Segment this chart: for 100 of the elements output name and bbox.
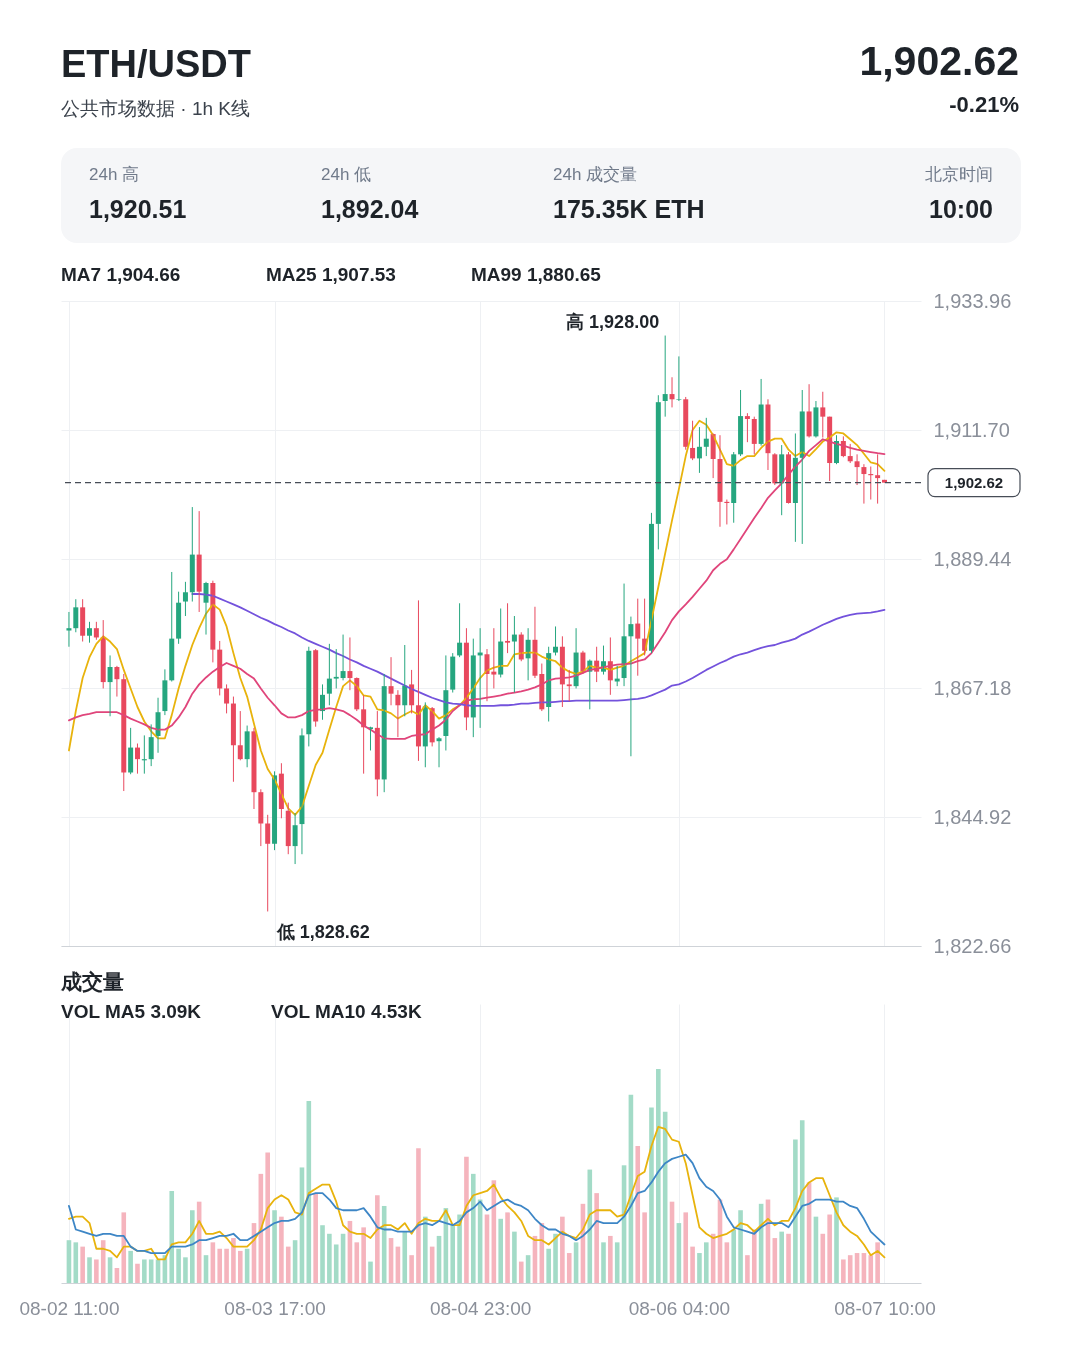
bar bbox=[80, 1246, 85, 1283]
y-tick-label: 1,911.70 bbox=[933, 418, 1010, 441]
bar bbox=[635, 1146, 641, 1283]
bar bbox=[738, 1210, 743, 1283]
bar bbox=[594, 1193, 599, 1283]
bar bbox=[87, 1257, 92, 1283]
bar bbox=[217, 1248, 223, 1283]
bar bbox=[313, 1193, 318, 1283]
annotation: 高 1,928.00 bbox=[566, 311, 660, 332]
bar bbox=[546, 1248, 551, 1283]
bar bbox=[368, 1261, 373, 1283]
bar bbox=[875, 1242, 880, 1283]
text: 北京时间 bbox=[925, 165, 993, 184]
bar bbox=[649, 1107, 654, 1283]
bar bbox=[820, 1233, 826, 1283]
x-tick-label: 08-07 10:00 bbox=[834, 1297, 936, 1319]
bar bbox=[642, 1212, 647, 1283]
bar bbox=[190, 1210, 195, 1283]
bar bbox=[121, 1212, 127, 1283]
bar bbox=[587, 1169, 593, 1283]
bar bbox=[423, 1216, 428, 1283]
bar bbox=[553, 1233, 558, 1283]
bar bbox=[237, 1250, 243, 1283]
text: 1,892.04 bbox=[321, 195, 419, 223]
text: -0.21% bbox=[949, 92, 1019, 117]
bar bbox=[354, 1242, 360, 1283]
bar bbox=[450, 1225, 456, 1283]
bar bbox=[703, 1242, 709, 1283]
text: 公共市场数据 · 1h K线 bbox=[61, 98, 250, 119]
bar bbox=[176, 1248, 181, 1283]
x-tick-label: 08-02 11:00 bbox=[19, 1297, 120, 1319]
text: 175.35K ETH bbox=[553, 195, 705, 223]
y-tick-label: 1,822.66 bbox=[933, 934, 1012, 957]
bar bbox=[697, 1253, 702, 1283]
bar bbox=[128, 1250, 133, 1283]
text: 24h 低 bbox=[321, 165, 372, 184]
y-tick-label: 1,867.18 bbox=[933, 676, 1012, 699]
chart-title: 成交量 bbox=[60, 970, 124, 993]
bar bbox=[779, 1231, 784, 1283]
bar bbox=[505, 1212, 510, 1283]
bar bbox=[320, 1225, 325, 1283]
x-tick-label: 08-06 04:00 bbox=[628, 1297, 731, 1319]
bar bbox=[183, 1257, 188, 1283]
bar bbox=[601, 1242, 606, 1283]
bar bbox=[560, 1216, 565, 1283]
bar bbox=[793, 1139, 798, 1283]
bar bbox=[285, 1246, 291, 1283]
bar bbox=[731, 1229, 737, 1283]
bar bbox=[464, 1156, 469, 1283]
x-tick-label: 08-03 17:00 bbox=[224, 1297, 326, 1319]
text: 1,902.62 bbox=[859, 38, 1019, 84]
y-tick-label: 1,933.96 bbox=[933, 289, 1012, 312]
bar bbox=[361, 1227, 366, 1283]
bar bbox=[224, 1248, 229, 1283]
bar bbox=[745, 1255, 750, 1283]
candlestick bbox=[676, 355, 682, 402]
bar bbox=[827, 1214, 832, 1283]
bar bbox=[656, 1069, 661, 1283]
bar bbox=[470, 1173, 476, 1283]
text: 1,920.51 bbox=[89, 195, 187, 223]
bar bbox=[683, 1212, 689, 1283]
bar bbox=[135, 1263, 140, 1283]
bar bbox=[142, 1259, 147, 1283]
bar bbox=[169, 1190, 175, 1283]
bar bbox=[94, 1259, 99, 1283]
text: MA7 1,904.66 bbox=[61, 264, 181, 285]
bar bbox=[608, 1235, 613, 1283]
bar bbox=[690, 1246, 695, 1283]
bar bbox=[751, 1229, 757, 1283]
bar bbox=[457, 1214, 462, 1283]
bar bbox=[375, 1195, 380, 1283]
line-series bbox=[68, 438, 886, 740]
bar bbox=[498, 1218, 503, 1283]
y-tick-label: 1,844.92 bbox=[933, 805, 1012, 828]
bar bbox=[333, 1244, 339, 1283]
bar bbox=[327, 1233, 332, 1283]
text: VOL MA5 3.09K bbox=[61, 1001, 202, 1022]
bar bbox=[518, 1261, 524, 1283]
bar bbox=[847, 1255, 853, 1283]
bar bbox=[799, 1120, 805, 1283]
text: 10:00 bbox=[929, 195, 993, 223]
y-tick-label: 1,889.44 bbox=[933, 547, 1012, 570]
bar bbox=[614, 1242, 620, 1283]
bar bbox=[279, 1216, 284, 1283]
bar bbox=[834, 1197, 839, 1283]
bar bbox=[566, 1253, 572, 1283]
annotation: 低 1,828.62 bbox=[275, 922, 370, 943]
bar bbox=[265, 1152, 270, 1283]
bar bbox=[786, 1233, 791, 1283]
bar bbox=[416, 1148, 421, 1283]
text: ETH/USDT bbox=[61, 43, 251, 85]
bar bbox=[409, 1255, 414, 1283]
bar bbox=[100, 1240, 106, 1283]
line-series bbox=[68, 419, 886, 816]
bar bbox=[841, 1259, 846, 1283]
bar bbox=[868, 1255, 874, 1283]
text: VOL MA10 4.53K bbox=[271, 1001, 422, 1022]
text: 24h 成交量 bbox=[553, 165, 638, 184]
x-tick-label: 08-04 23:00 bbox=[429, 1297, 532, 1319]
text: MA99 1,880.65 bbox=[471, 264, 602, 285]
